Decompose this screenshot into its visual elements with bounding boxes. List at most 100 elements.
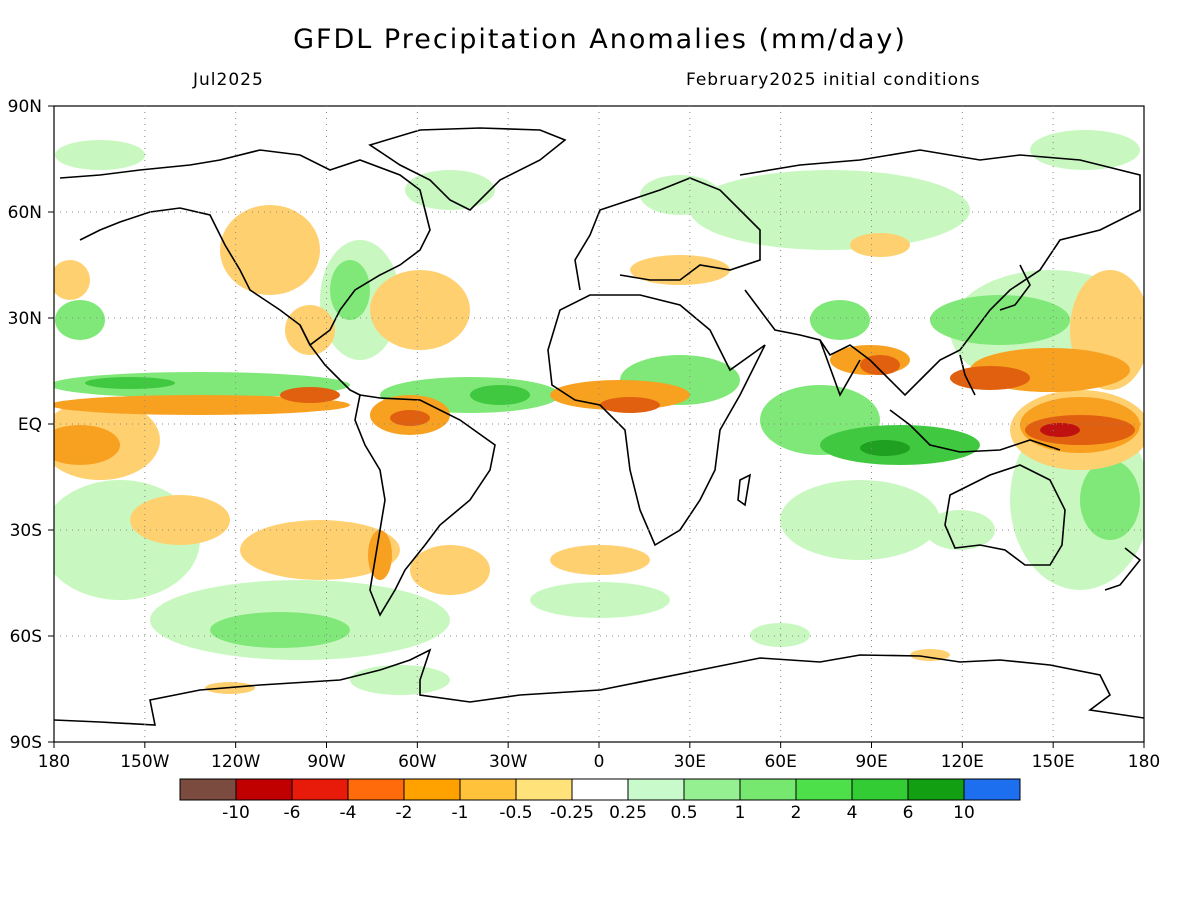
lon-tick-label: 180 xyxy=(38,752,70,772)
dry-patch xyxy=(910,649,950,661)
graticule xyxy=(54,106,1144,742)
colorbar-swatch xyxy=(571,778,629,801)
colorbar-swatch xyxy=(963,778,1021,801)
japan-coast xyxy=(999,264,1031,311)
anomaly-field xyxy=(54,130,1144,695)
dry-patch xyxy=(1040,423,1080,437)
wet-patch xyxy=(640,175,720,215)
antarctica-coast xyxy=(54,648,1144,726)
dry-patch xyxy=(410,545,490,595)
wet-patch xyxy=(1080,460,1140,540)
lon-tick-label: 180 xyxy=(1128,752,1160,772)
wet-patch xyxy=(690,170,970,250)
wet-patch xyxy=(405,170,495,210)
wet-patch xyxy=(810,300,870,340)
wet-patch xyxy=(750,623,810,647)
greenland-coast xyxy=(368,127,567,211)
lon-tick-label: 90E xyxy=(855,752,887,772)
wet-patch xyxy=(530,582,670,618)
europe-coast xyxy=(574,177,761,291)
lat-tick-label: 60S xyxy=(10,627,42,647)
coastlines xyxy=(54,127,1144,726)
dry-patch xyxy=(368,530,392,580)
colorbar-swatch xyxy=(851,778,909,801)
colorbar-label: 10 xyxy=(953,803,975,823)
lat-tick-label: EQ xyxy=(18,415,42,435)
dry-patch xyxy=(285,305,335,355)
lon-tick-label: 90W xyxy=(307,752,346,772)
central-america-coast xyxy=(299,324,361,396)
lat-tick-label: 30S xyxy=(10,521,42,541)
colorbar-swatch xyxy=(403,778,461,801)
wet-patch xyxy=(1030,130,1140,170)
wet-patch xyxy=(470,385,530,405)
colorbar-swatch xyxy=(739,778,797,801)
dry-patch xyxy=(950,366,1030,390)
dry-patch xyxy=(850,233,910,257)
dry-patch xyxy=(550,545,650,575)
wet-patch xyxy=(210,612,350,648)
lat-tick-label: 90S xyxy=(10,733,42,753)
colorbar-swatch xyxy=(683,778,741,801)
philippines-coast xyxy=(959,354,976,396)
colorbar-label: -1 xyxy=(452,803,469,823)
colorbar-label: -2 xyxy=(396,803,413,823)
colorbar-swatch xyxy=(291,778,349,801)
lon-tick-label: 30E xyxy=(674,752,706,772)
initial-conditions-label: February2025 initial conditions xyxy=(686,70,981,90)
colorbar-label: 4 xyxy=(847,803,858,823)
dry-patch xyxy=(130,495,230,545)
lon-tick-label: 120E xyxy=(941,752,984,772)
australia-coast xyxy=(944,464,1066,566)
india-coast xyxy=(819,339,861,397)
wet-patch xyxy=(55,140,145,170)
lat-tick-label: 90N xyxy=(8,97,42,117)
colorbar-swatch xyxy=(515,778,573,801)
asia-coast xyxy=(739,149,1141,397)
dry-patch xyxy=(54,425,120,465)
madagascar-coast xyxy=(737,473,752,507)
dry-patch xyxy=(240,520,400,580)
north-america-coast xyxy=(59,149,431,347)
colorbar-swatch xyxy=(179,778,237,801)
colorbar-swatch xyxy=(235,778,293,801)
new-zealand-coast xyxy=(1104,547,1142,591)
colorbar-label: 2 xyxy=(791,803,802,823)
colorbar: -10 -6 -4 -2 -1 -0.5 -0.25 0.25 0.5 1 2 4 6 10 xyxy=(179,778,1021,823)
valid-month-label: Jul2025 xyxy=(193,70,264,90)
colorbar-label: 1 xyxy=(735,803,746,823)
lon-tick-label: 150W xyxy=(120,752,169,772)
colorbar-label: -6 xyxy=(284,803,301,823)
axis-ticks: 180 150W 120W 90W 60W 30W 0 30E 60E 90E 120E 150E 18… xyxy=(8,97,1161,772)
dry-patch xyxy=(630,255,730,285)
lon-tick-label: 150E xyxy=(1032,752,1075,772)
wet-patch xyxy=(85,377,175,389)
colorbar-label: -10 xyxy=(222,803,250,823)
colorbar-label: -4 xyxy=(340,803,357,823)
dry-patch xyxy=(54,260,90,300)
dry-patch xyxy=(390,410,430,426)
south-america-coast xyxy=(354,394,496,617)
lon-tick-label: 0 xyxy=(594,752,605,772)
colorbar-label: 0.25 xyxy=(609,803,647,823)
wet-patch xyxy=(350,665,450,695)
dry-patch xyxy=(600,397,660,413)
lon-tick-label: 30W xyxy=(489,752,528,772)
map-title: GFDL Precipitation Anomalies (mm/day) xyxy=(293,24,907,55)
colorbar-swatch xyxy=(907,778,965,801)
lon-tick-label: 120W xyxy=(211,752,260,772)
dry-patch xyxy=(220,205,320,295)
wet-patch xyxy=(55,300,105,340)
colorbar-label: -0.5 xyxy=(499,803,532,823)
lat-tick-label: 60N xyxy=(8,203,42,223)
wet-patch xyxy=(780,480,940,560)
dry-patch xyxy=(370,270,470,350)
wet-patch xyxy=(860,440,910,456)
colorbar-swatch xyxy=(795,778,853,801)
wet-patch xyxy=(930,295,1070,345)
colorbar-label: 6 xyxy=(903,803,914,823)
lon-tick-label: 60E xyxy=(764,752,796,772)
colorbar-swatch xyxy=(459,778,517,801)
dry-patch xyxy=(54,395,350,415)
